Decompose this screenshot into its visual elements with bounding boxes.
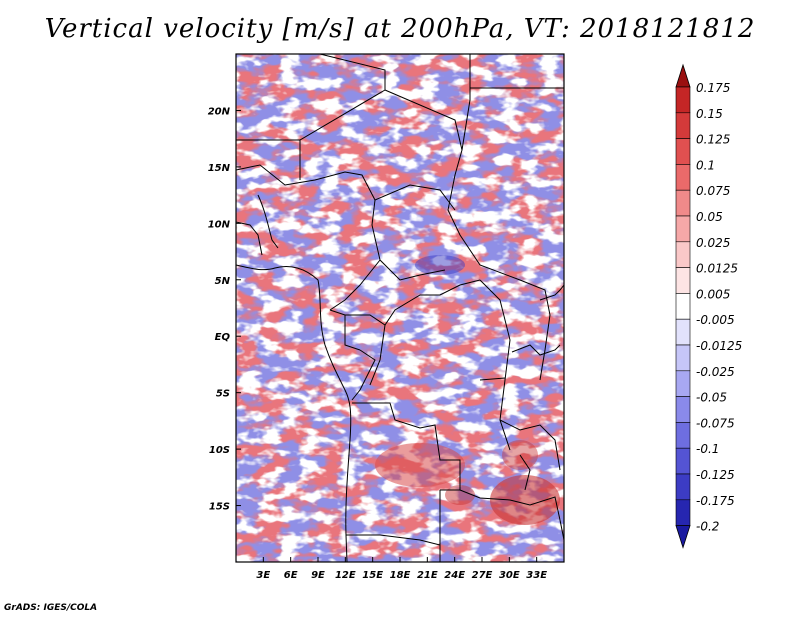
colorbar-segment bbox=[675, 447, 691, 475]
velocity-field bbox=[236, 54, 564, 562]
lon-tick-label: 12E bbox=[335, 570, 356, 581]
colorbar-label: 0.125 bbox=[696, 133, 730, 147]
colorbar-label: -0.125 bbox=[696, 468, 735, 482]
colorbar-label: 0.0125 bbox=[696, 262, 738, 276]
lat-tick-label: 10N bbox=[208, 219, 231, 230]
colorbar-label: -0.2 bbox=[696, 520, 719, 534]
colorbar-label: -0.075 bbox=[696, 416, 735, 430]
lon-tick-label: 27E bbox=[472, 570, 493, 581]
colorbar-segment bbox=[675, 112, 691, 139]
colorbar-top-arrow bbox=[675, 63, 691, 88]
colorbar: 0.175 0.15 0.125 0.1 0.075 0.05 0.025 0.0125 0.0… bbox=[675, 63, 742, 549]
colorbar-segment bbox=[675, 293, 691, 320]
colorbar-label: 0.15 bbox=[696, 107, 723, 121]
colorbar-segment bbox=[675, 267, 691, 294]
colorbar-label: 0.175 bbox=[696, 81, 730, 95]
colorbar-label: 0.025 bbox=[696, 236, 730, 250]
colorbar-label: 0.005 bbox=[696, 287, 730, 301]
colorbar-segment bbox=[675, 164, 691, 191]
latitude-axis: 20N 15N 10N 5N EQ 5S 10S 15S bbox=[208, 106, 241, 513]
lon-tick-label: 18E bbox=[390, 570, 411, 581]
colorbar-label: 0.05 bbox=[696, 210, 723, 224]
lon-tick-label: 6E bbox=[284, 570, 298, 581]
colorbar-label: -0.0125 bbox=[696, 339, 742, 353]
longitude-axis: 3E 6E 9E 12E 15E 18E 21E 24E 27E 30E 33E bbox=[256, 557, 547, 581]
colorbar-segment bbox=[675, 499, 691, 526]
colorbar-label: -0.005 bbox=[696, 313, 735, 327]
lat-tick-label: 15N bbox=[208, 163, 231, 174]
colorbar-segment bbox=[675, 86, 691, 114]
lon-tick-label: 30E bbox=[499, 570, 520, 581]
colorbar-segment bbox=[675, 396, 691, 423]
footer-credit: GrADS: IGES/COLA bbox=[4, 603, 98, 613]
colorbar-label: -0.175 bbox=[696, 494, 735, 508]
lat-tick-label: 10S bbox=[209, 445, 230, 456]
lon-tick-label: 15E bbox=[362, 570, 383, 581]
colorbar-segment bbox=[675, 370, 691, 397]
lon-tick-label: 9E bbox=[311, 570, 325, 581]
lon-tick-label: 33E bbox=[526, 570, 547, 581]
colorbar-label: -0.05 bbox=[696, 391, 727, 405]
colorbar-segment bbox=[675, 473, 691, 501]
lon-tick-label: 24E bbox=[444, 570, 465, 581]
lat-tick-label: EQ bbox=[215, 332, 231, 343]
colorbar-segment bbox=[675, 344, 691, 372]
lon-tick-label: 3E bbox=[256, 570, 270, 581]
colorbar-segment bbox=[675, 215, 691, 243]
lon-tick-label: 21E bbox=[417, 570, 438, 581]
colorbar-label: -0.1 bbox=[696, 442, 719, 456]
lat-tick-label: 5N bbox=[215, 276, 231, 287]
country-borders bbox=[236, 54, 564, 562]
colorbar-label: 0.1 bbox=[696, 158, 715, 172]
lat-tick-label: 15S bbox=[209, 502, 230, 513]
colorbar-label: -0.025 bbox=[696, 365, 735, 379]
colorbar-bottom-arrow bbox=[675, 525, 691, 549]
lat-tick-label: 5S bbox=[216, 389, 230, 400]
colorbar-segment bbox=[675, 318, 691, 346]
colorbar-segment bbox=[675, 189, 691, 217]
colorbar-label: 0.075 bbox=[696, 184, 730, 198]
colorbar-segment bbox=[675, 138, 691, 165]
chart-title: Vertical velocity [m/s] at 200hPa, VT: 2… bbox=[44, 14, 756, 44]
colorbar-segment bbox=[675, 422, 691, 449]
colorbar-segment bbox=[675, 241, 691, 268]
lat-tick-label: 20N bbox=[208, 106, 231, 117]
